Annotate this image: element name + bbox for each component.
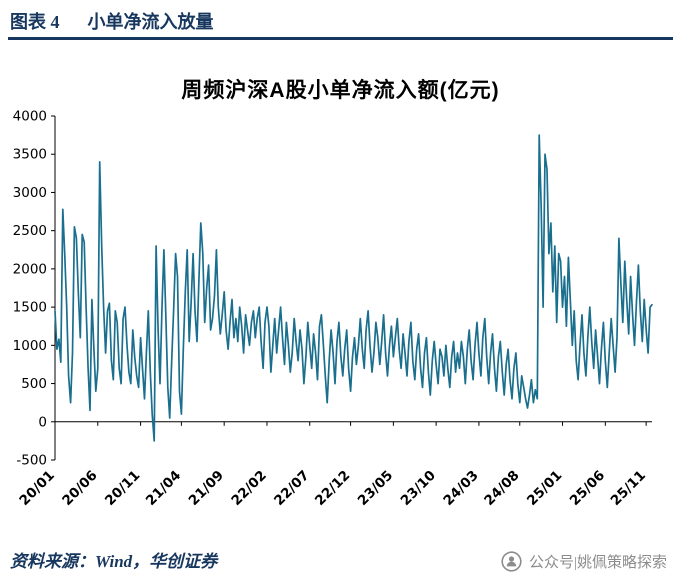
y-tick-label: 2500 [13,223,47,239]
y-tick-label: -500 [16,453,47,469]
x-tick-label: 23/10 [398,468,439,509]
y-tick-label: 1000 [13,338,47,354]
figure-title: 小单净流入放量 [87,12,214,32]
x-tick-label: 22/12 [312,468,353,509]
wechat-account-icon [501,551,522,572]
source-note: 资料来源：Wind，华创证券 [10,552,218,571]
x-tick-label: 21/09 [186,468,227,509]
x-tick-label: 20/01 [16,468,57,509]
header-divider [8,37,673,40]
y-tick-label: 2000 [13,261,47,277]
chart-title: 周频沪深A股小单净流入额(亿元) [181,79,500,102]
x-tick-label: 24/03 [440,468,481,509]
figure-header: 图表 4 小单净流入放量 [10,8,214,34]
wechat-account: 公众号|姚佩策略探索 [501,551,667,572]
x-tick-label: 23/05 [355,468,396,509]
line-chart: -500 0 500 1000 1500 2000 2500 3000 3500 4000 20/0… [13,109,653,509]
x-tick-label: 20/06 [59,468,100,509]
series-line [54,134,653,442]
y-tick-label: 1500 [13,300,47,316]
y-tick-label: 0 [38,414,47,430]
y-tick-label: 3000 [13,185,47,201]
x-tick-label: 21/04 [143,468,184,509]
x-tick-label: 25/01 [524,468,565,509]
y-tick-label: 3500 [13,147,47,163]
wechat-account-name: 公众号|姚佩策略探索 [528,555,667,571]
x-tick-label: 20/11 [102,468,143,509]
x-tick-label: 24/08 [481,468,522,509]
x-tick-label: 25/06 [567,468,608,509]
figure-label: 图表 4 [10,12,60,32]
y-tick-label: 500 [21,376,47,392]
x-tick-label: 22/07 [271,468,312,509]
x-tick-label: 22/02 [228,468,269,509]
x-tick-label: 25/11 [608,468,649,509]
y-tick-label: 4000 [13,109,47,125]
